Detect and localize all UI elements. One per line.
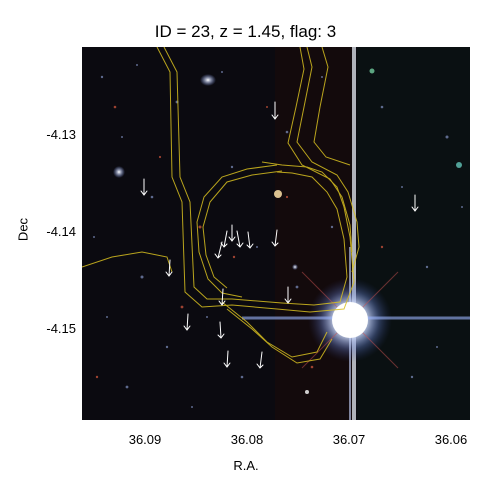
sky-region-right (357, 47, 470, 420)
background-sources (93, 64, 463, 408)
saturated-star (242, 247, 470, 420)
y-tick-label: -4.14 (46, 224, 76, 239)
bleed-trail (352, 47, 356, 420)
sky-image-panel (82, 47, 470, 420)
bright-sources (113, 68, 462, 394)
x-tick-label: 36.06 (434, 432, 468, 447)
y-tick-label: -4.13 (46, 127, 76, 142)
x-tick-label: 36.09 (128, 432, 162, 447)
contour-lines (82, 47, 360, 364)
x-axis-label: R.A. (233, 458, 259, 473)
plot-title: ID = 23, z = 1.45, flag: 3 (154, 22, 337, 41)
x-tick-label: 36.08 (230, 432, 264, 447)
arrow-markers (140, 101, 419, 369)
red-sources (95, 105, 384, 379)
y-axis-label: Dec (15, 217, 31, 242)
x-tick-label: 36.07 (332, 432, 366, 447)
y-tick-label: -4.15 (46, 321, 76, 336)
